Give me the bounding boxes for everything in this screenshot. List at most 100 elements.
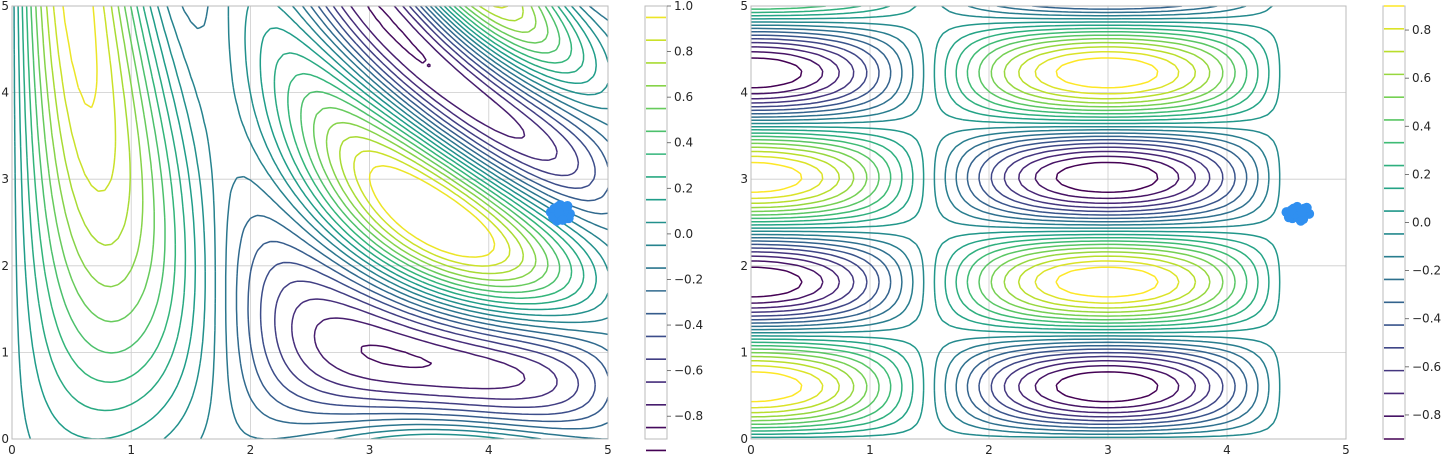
contour-level: [751, 41, 1211, 418]
colorbar-frame: [644, 5, 668, 440]
x-tick-label: 5: [1342, 443, 1350, 455]
x-tick-label: 3: [366, 443, 374, 455]
contour-level: [751, 6, 1270, 435]
colorbar-tick-label: −0.8: [1412, 408, 1441, 422]
contour-level: [313, 6, 526, 390]
y-tick-label: 1: [740, 345, 748, 359]
contour-level: [751, 41, 1211, 418]
y-tick-label: 5: [740, 0, 748, 13]
colorbar-tick-label: 0.0: [674, 227, 693, 241]
contour-level: [751, 57, 1159, 403]
contour-level: [40, 6, 537, 288]
x-tick-label: 1: [866, 443, 874, 455]
colorbar-frame: [1382, 5, 1406, 440]
contour-level: [247, 6, 608, 423]
contour-level: [751, 37, 1224, 422]
y-tick-label: 3: [740, 172, 748, 186]
colorbar-tick-label: 0.4: [1412, 119, 1431, 133]
contour-level: [30, 6, 561, 354]
y-tick-label: 0: [1, 432, 9, 446]
contour-level: [751, 6, 1259, 432]
sample-point: [1286, 205, 1297, 216]
x-tick-label: 2: [985, 443, 993, 455]
colorbar: −0.8 −0.6 −0.4 −0.2 0.0 0.2 0.4 0.6 0.8 1.0: [644, 0, 703, 452]
colorbar-tick-label: −0.2: [1412, 264, 1441, 278]
contour-level: [166, 6, 608, 439]
tick-labels: 0 1 2 3 4 5 0 1 2 3 4 5: [740, 0, 1349, 455]
contour-lines: [13, 6, 608, 439]
contour-level: [751, 37, 1224, 422]
contour-level: [751, 6, 1281, 439]
contour-level: [13, 6, 608, 439]
contour-level: [274, 6, 580, 409]
colorbar-tick-label: −0.4: [674, 318, 703, 332]
x-tick-label: 0: [747, 443, 755, 455]
colorbar-tick-label: −0.4: [1412, 312, 1441, 326]
contour-level: [45, 6, 525, 275]
sample-point: [1296, 207, 1307, 218]
x-tick-label: 5: [604, 443, 612, 455]
y-tick-label: 4: [1, 86, 9, 100]
sample-point: [562, 201, 573, 212]
contour-level: [751, 6, 1270, 435]
contour-level: [751, 6, 1281, 439]
colorbar: −0.8 −0.6 −0.4 −0.2 0.0 0.2 0.4 0.6 0.8: [1382, 5, 1441, 440]
x-tick-label: 3: [1104, 443, 1112, 455]
colorbar-tick-label: 0.6: [1412, 71, 1431, 85]
x-tick-label: 2: [247, 443, 255, 455]
colorbar-tick-label: 0.2: [674, 181, 693, 195]
contour-level: [360, 6, 433, 369]
contour-level: [291, 6, 558, 400]
y-tick-label: 4: [740, 86, 748, 100]
contour-level: [21, 6, 585, 412]
contour-level: [751, 51, 1180, 409]
contour-level: [259, 6, 596, 416]
contour-panel-right: 0 1 2 3 4 5 0 1 2 3 4 5 −0.8 −0.6 −0.4 −0.2 0.0 0.2 0.4 0.6…: [740, 0, 1441, 455]
y-tick-label: 0: [740, 432, 748, 446]
contour-level: [181, 6, 608, 439]
contour-level: [751, 34, 1236, 426]
y-tick-label: 3: [1, 172, 9, 186]
plot-frame: [11, 5, 609, 440]
plot-frame: [750, 5, 1347, 440]
sample-point: [557, 214, 568, 225]
colorbar-tick-label: −0.8: [674, 409, 703, 423]
x-tick-label: 4: [1223, 443, 1231, 455]
colorbar-tick-label: 0.8: [674, 45, 693, 59]
colorbar-tick-label: 1.0: [674, 0, 693, 13]
tick-labels: 0 1 2 3 4 5 0 1 2 3 4 5: [1, 0, 611, 455]
colorbar-tick-label: 0.0: [1412, 216, 1431, 230]
contour-level: [751, 57, 1159, 403]
contour-level: [62, 6, 496, 258]
contour-level: [751, 46, 1197, 414]
colorbar-tick-label: 0.2: [1412, 167, 1431, 181]
colorbar-tick-label: −0.2: [674, 272, 703, 286]
contour-panel-left: 0 1 2 3 4 5 0 1 2 3 4 5 −0.8 −0.6 −0.4 −0.2 0.0 0.2 0.4 0.6…: [1, 0, 703, 455]
x-tick-label: 1: [127, 443, 135, 455]
contour-lines: [751, 6, 1281, 439]
y-tick-label: 5: [1, 0, 9, 13]
contour-level: [751, 6, 1248, 429]
colorbar-tick-label: 0.6: [674, 90, 693, 104]
contour-level: [25, 6, 573, 383]
contour-level: [751, 6, 1248, 429]
sample-points: [545, 200, 575, 226]
contour-level: [751, 6, 1259, 432]
contour-level: [751, 51, 1180, 409]
colorbar-tick-label: −0.6: [674, 364, 703, 378]
y-tick-label: 2: [740, 259, 748, 273]
x-tick-label: 4: [485, 443, 493, 455]
colorbar-tick-label: 0.4: [674, 136, 693, 150]
contour-level: [17, 6, 597, 439]
y-tick-label: 1: [1, 345, 9, 359]
y-tick-label: 2: [1, 259, 9, 273]
sample-points: [1281, 201, 1315, 226]
colorbar-tick-label: 0.8: [1412, 23, 1431, 37]
contour-level: [751, 34, 1236, 426]
x-tick-label: 0: [8, 443, 16, 455]
contour-level: [235, 6, 608, 430]
contour-level: [52, 6, 511, 267]
contour-level: [35, 6, 549, 323]
contour-level: [751, 46, 1197, 414]
